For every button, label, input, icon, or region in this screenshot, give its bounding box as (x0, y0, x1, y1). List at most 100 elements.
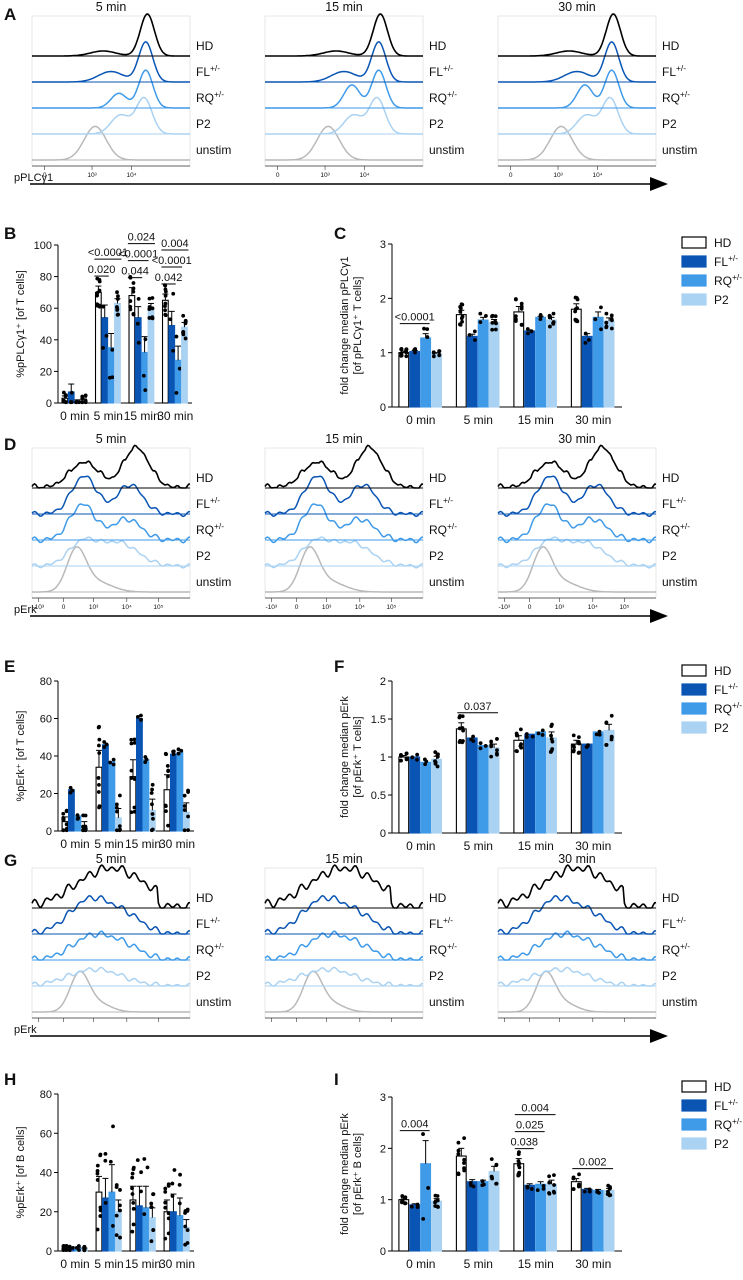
data-point-I-0-1-8 (462, 1168, 467, 1173)
hist-tick-label-D-1-4: 10⁵ (386, 604, 396, 611)
hist-row-label-G-0-1-sup: +/- (210, 915, 220, 925)
y-tick-label-C-3: 3 (380, 239, 386, 251)
data-point-I-3-0-6 (436, 1205, 440, 1209)
y-tick-label-E-3: 60 (40, 714, 52, 726)
bar-E-FL-3 (169, 753, 177, 832)
data-point-E-1-0-0 (68, 785, 73, 790)
data-point-E-3-3-5 (182, 793, 187, 798)
data-point-H-2-3-0 (177, 1182, 182, 1187)
data-point-H-2-2-2 (142, 1212, 147, 1217)
bar-C-FL-0 (409, 351, 421, 408)
x-tick-label-B-3: 30 min (157, 409, 193, 423)
bar-H-HD-1 (95, 1191, 103, 1252)
panel-letter-H: H (4, 1070, 16, 1089)
data-point-H-3-3-2 (185, 1228, 190, 1232)
panel-letter-G: G (4, 851, 17, 870)
y-axis-label-H: %pErk⁺ [of B cells] (15, 1126, 27, 1218)
data-point-E-0-3-3 (164, 809, 168, 813)
data-point-B-2-1-0 (110, 347, 115, 352)
data-point-B-0-1-7 (95, 290, 100, 295)
data-point-H-0-2-6 (130, 1192, 135, 1196)
data-point-B-3-2-5 (150, 296, 155, 300)
y-tick-label-H-2: 40 (40, 1168, 52, 1180)
hist-time-D-0: 5 min (96, 432, 127, 446)
bar-B-HD-2 (128, 295, 136, 404)
hist-row-label-G-1-3-base: P2 (429, 969, 444, 983)
data-point-F-3-1-7 (489, 744, 494, 749)
legend-label-C-fl: FL+/- (714, 253, 738, 269)
data-point-B-3-2-2 (147, 316, 152, 320)
data-point-H-0-1-0 (95, 1163, 100, 1168)
legend-swatch-C-p2 (681, 293, 707, 306)
p-value-B-2: 0.024 (128, 232, 156, 244)
hist-row-label-D-1-3-base: P2 (429, 549, 444, 563)
data-point-H-3-3-7 (183, 1209, 188, 1213)
data-point-E-0-0-6 (64, 808, 69, 813)
bar-E-FL-1 (101, 744, 109, 832)
data-point-C-1-0-2 (413, 347, 418, 351)
y-axis-label-line-I-1: [of pErk⁺ B cells] (352, 1133, 364, 1215)
data-point-C-1-1-2 (472, 329, 477, 334)
bar-C-FL-3 (581, 335, 593, 408)
histogram-curve-A-1-hd (265, 13, 423, 57)
hist-row-label-D-0-2-base: RQ (196, 523, 214, 537)
data-point-H-0-2-7 (131, 1167, 136, 1172)
data-point-E-3-3-7 (182, 804, 187, 808)
data-point-H-3-3-5 (183, 1224, 188, 1229)
x-tick-label-B-0: 0 min (60, 409, 89, 423)
bar-F-HD-2 (513, 739, 525, 834)
data-point-H-0-3-4 (166, 1231, 171, 1236)
data-point-B-1-3-2 (171, 348, 176, 353)
y-axis-label-I: fold change median pErk[of pErk⁺ B cells… (339, 1113, 364, 1235)
data-point-F-0-1-9 (457, 715, 462, 720)
histogram-curve-G-0-hd (31, 864, 191, 909)
y-tick-label-H-3: 60 (40, 1128, 52, 1140)
data-point-F-0-1-6 (461, 739, 465, 743)
bar-F-RQ-3 (592, 731, 604, 834)
data-point-I-0-2-7 (517, 1170, 522, 1175)
hist-row-label-A-0-0: HD (196, 39, 214, 53)
panel-letter-A: A (4, 5, 16, 24)
hist-tick-label-D-0-4: 10⁵ (153, 604, 163, 611)
data-point-I-0-1-5 (456, 1140, 461, 1145)
data-point-H-1-0-2 (67, 1248, 72, 1253)
data-point-B-3-3-7 (181, 330, 185, 335)
data-point-E-0-1-8 (96, 776, 101, 780)
p-value-F-0: 0.037 (464, 701, 492, 713)
legend-label-F-rq-base: RQ (714, 702, 732, 716)
data-point-H-2-3-2 (177, 1201, 182, 1206)
x-tick-label-C-3: 30 min (575, 413, 611, 427)
legend-swatch-C-fl (681, 255, 707, 268)
bar-F-RQ-1 (477, 745, 489, 834)
data-point-C-3-0-7 (437, 349, 442, 354)
hist-row-label-D-2-4-base: unstim (662, 575, 697, 589)
bar-B-RQ-3 (174, 359, 182, 404)
data-point-C-1-1-1 (467, 333, 472, 337)
bar-E-RQ-3 (176, 751, 184, 832)
p-value-B-7: 0.042 (155, 272, 183, 284)
bar-B-FL-1 (101, 317, 109, 404)
bar-E-RQ-1 (108, 761, 116, 832)
histogram-curve-G-0-fl (31, 894, 190, 935)
panel-letter-C: C (334, 224, 346, 243)
hist-row-label-A-2-2-base: RQ (662, 91, 680, 105)
x-tick-label-F-1: 5 min (464, 839, 493, 853)
data-point-F-2-2-1 (536, 731, 541, 736)
y-tick-label-B-1: 20 (40, 366, 52, 378)
bar-C-FL-1 (466, 335, 478, 408)
hist-time-A-2: 30 min (558, 0, 596, 14)
data-point-E-0-1-4 (96, 790, 101, 794)
data-point-C-3-0-4 (431, 354, 436, 359)
data-point-E-3-0-5 (81, 813, 86, 818)
data-point-H-3-2-7 (149, 1201, 154, 1206)
y-tick-label-B-3: 60 (40, 303, 52, 315)
data-point-E-0-2-5 (132, 777, 137, 781)
histogram-curve-A-0-unstim (32, 125, 190, 161)
legend-label-I-p2-base: P2 (714, 1137, 729, 1151)
data-point-E-0-3-7 (163, 751, 168, 756)
data-point-C-0-1-8 (458, 306, 463, 311)
data-point-I-3-3-4 (606, 1183, 611, 1188)
data-point-C-3-0-6 (432, 350, 436, 355)
hist-row-label-D-0-2-sup: +/- (214, 521, 224, 531)
legend-label-I-p2: P2 (714, 1137, 729, 1151)
